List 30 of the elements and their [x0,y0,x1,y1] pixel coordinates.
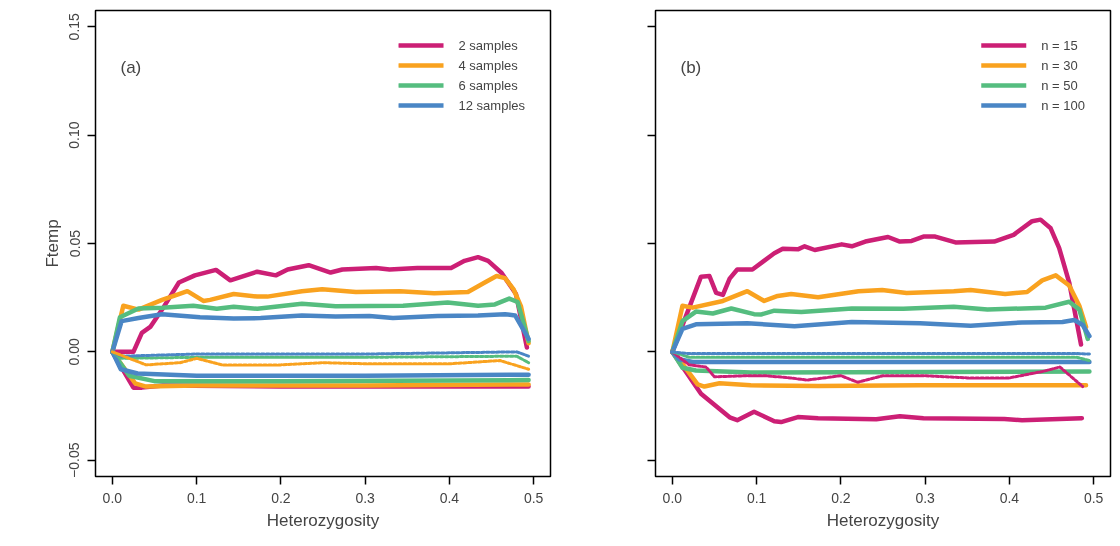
x-tick-label: 0.2 [831,489,851,506]
y-tick-label: 0.05 [66,229,83,258]
x-tick-label: 0.1 [746,489,767,506]
legend-label: 2 samples [458,37,518,53]
legend-label: 12 samples [458,97,525,113]
x-tick-label: 0.4 [439,489,460,506]
legend-label: n = 15 [1041,37,1078,53]
x-axis-title: Heterozygosity [266,510,380,530]
y-tick-label: 0.00 [66,338,83,366]
y-tick-label: 0.10 [66,121,83,149]
x-tick-label: 0.1 [186,489,207,506]
legend-label: n = 100 [1041,97,1085,113]
x-tick-label: 0.4 [999,489,1020,506]
x-tick-label: 0.5 [523,489,544,506]
x-tick-label: 0.3 [915,489,936,506]
x-tick-label: 0.5 [1083,489,1104,506]
x-tick-label: 0.2 [271,489,291,506]
x-axis-title: Heterozygosity [826,510,940,530]
legend-label: n = 30 [1041,57,1078,73]
x-tick-label: 0.3 [355,489,376,506]
legend-label: 6 samples [458,77,518,93]
legend-label: n = 50 [1041,77,1078,93]
x-tick-label: 0.0 [662,489,683,506]
y-tick-label: 0.15 [66,12,83,41]
annotation: (b) [680,57,702,77]
annotation: (a) [120,57,142,77]
x-tick-label: 0.0 [102,489,123,506]
legend-label: 4 samples [458,57,518,73]
y-tick-label: −0.05 [66,442,83,478]
y-axis-title: Ftemp [42,219,62,268]
